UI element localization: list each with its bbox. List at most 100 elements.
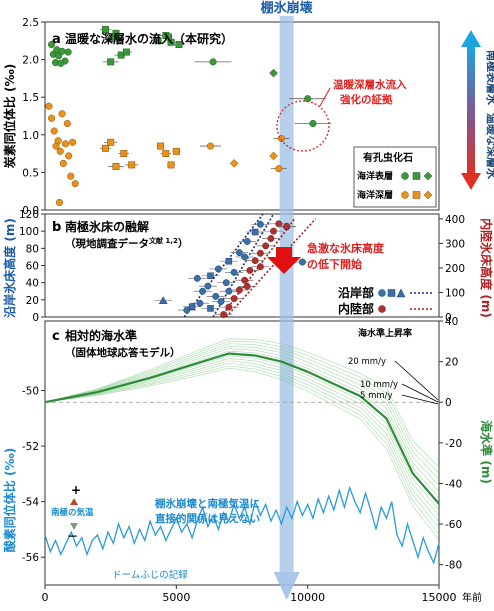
deep-point — [157, 142, 165, 150]
inland-point — [262, 242, 270, 250]
surface-point — [209, 58, 217, 66]
rate-title: 海水準上昇率 — [358, 327, 412, 339]
deep-point — [48, 114, 56, 122]
rate-pointers — [394, 360, 439, 405]
ice-shelf-collapse-label: 棚氷崩壊 — [261, 0, 314, 16]
c-ytick-left-label: -54 — [22, 497, 39, 509]
dome-fuji-label: ドームふじの記録 — [112, 569, 188, 581]
x-tick-label: 15000 — [422, 591, 457, 604]
coastal-point — [188, 303, 196, 310]
a-ytick-label: 0.0 — [22, 205, 39, 217]
deep-point — [59, 159, 67, 167]
x-axis-unit: 年前 — [462, 591, 482, 604]
legend-a-deep-square — [412, 191, 421, 199]
b-ytick-left-label: 100 — [19, 226, 39, 238]
collapse-temp-annotation: 棚氷崩壊と南極気温に 直接的関係は見えない — [155, 497, 264, 525]
coastal-point — [298, 258, 306, 266]
b-ytick-left-label: 120 — [19, 209, 39, 221]
legend-a-row-surface: 海洋表層 — [357, 170, 393, 182]
inland-point — [243, 282, 251, 290]
inland-point — [267, 235, 275, 242]
coastal-point — [193, 274, 201, 282]
inland-point — [270, 227, 277, 235]
deep-point — [45, 102, 53, 110]
legend-a-deep-circle — [401, 191, 409, 199]
inland-point — [251, 257, 259, 265]
ice-shelf-collapse-band — [279, 16, 294, 572]
deep-point — [63, 119, 71, 128]
panel-b-legend: 沿岸部 内陸部 — [337, 285, 434, 316]
evidence-annotation-line2: 強化の証拠 — [340, 93, 393, 106]
legend-a-surface-diamond — [423, 171, 433, 181]
sea-level-ensemble-line — [44, 345, 440, 486]
collapse-temp-line1: 棚氷崩壊と南極気温に — [155, 497, 260, 510]
panel-c: -80 -60 -40 -20 0 20 40 -56 -54 -52 -50 — [22, 316, 462, 572]
legend-b-inland: 内陸部 — [338, 301, 374, 316]
surface-point — [48, 41, 56, 49]
x-tick-label: 0 — [42, 591, 49, 604]
ice-shelf-collapse-arrow — [273, 572, 300, 600]
deep-point — [167, 161, 175, 169]
coastal-point — [199, 287, 207, 295]
panel-a-ylabel: 炭素同位体比 (‰) — [2, 64, 17, 168]
coastal-point — [222, 279, 230, 287]
surface-point — [269, 68, 278, 78]
a-ytick-label: 1.5 — [22, 92, 39, 104]
surface-water-label: 南極表層水 — [485, 50, 494, 106]
deep-point — [56, 147, 64, 155]
coastal-point — [256, 220, 264, 228]
b-ytick-left-label: 40 — [26, 278, 39, 290]
legend-a-title: 有孔虫化石 — [363, 151, 413, 164]
deep-point — [112, 162, 120, 170]
deep-point — [107, 138, 115, 146]
deep-point — [65, 152, 73, 160]
sea-level-ensemble-line — [44, 348, 440, 492]
rate-10: 10 mm/y — [360, 380, 398, 390]
evidence-circle — [276, 100, 330, 152]
sea-level-line — [44, 352, 440, 505]
legend-b-coastal-square — [387, 289, 396, 297]
legend-b-inland-circle — [378, 305, 386, 313]
surface-point — [57, 59, 65, 67]
a-ytick-label: 2.5 — [22, 17, 39, 29]
drop-annotation: 急激な氷床高度 の低下開始 — [307, 241, 388, 271]
b-ytick-left-label: 60 — [26, 261, 39, 273]
panel-c-subtitle: （固体地球応答モデル） — [65, 346, 181, 359]
inland-point — [275, 220, 283, 228]
x-tick-label: 5000 — [162, 591, 190, 604]
sea-level-ensemble-line — [44, 343, 440, 480]
panel-c-letter: c — [52, 329, 60, 344]
inland-point — [283, 222, 291, 230]
rate-20: 20 mm/y — [348, 357, 386, 367]
c-ytick-left-label: -50 — [22, 385, 39, 397]
a-ytick-label: 0.5 — [22, 167, 39, 179]
evidence-annotation-line1: 温暖深層水流入 — [333, 78, 407, 91]
deep-point — [269, 151, 278, 161]
inland-point — [225, 303, 233, 311]
surface-point — [122, 48, 130, 56]
legend-b-coastal-circle — [378, 289, 386, 297]
coastal-point — [251, 228, 259, 236]
b-ytick-right-label: 100 — [445, 287, 465, 299]
inland-point — [230, 295, 238, 303]
evidence-leader — [319, 87, 331, 107]
panel-b-frame — [44, 213, 440, 318]
coastal-point — [225, 287, 233, 295]
panel-a: 0.0 0.5 1.0 1.5 2.0 2.5 — [22, 17, 332, 217]
deep-point — [54, 137, 62, 145]
coastal-point — [214, 265, 222, 273]
b-ytick-right-label: 400 — [445, 214, 465, 226]
c-ytick-right-label: -60 — [445, 519, 462, 531]
surface-point — [58, 47, 66, 55]
coastal-point — [204, 282, 212, 290]
temp-plus: + — [71, 483, 81, 497]
sea-level-ensemble-line — [44, 355, 440, 511]
deep-point — [206, 142, 215, 150]
panel-b-subtitle: （現地調査データ文献 1,2） — [65, 236, 188, 250]
deep-point — [50, 127, 58, 135]
temp-arrow-up — [70, 498, 78, 505]
c-ytick-right-label: 20 — [445, 357, 458, 369]
panel-c-ylabel-right: 海水準 (m) — [479, 420, 494, 484]
b-ytick-left-label: 80 — [26, 243, 39, 255]
